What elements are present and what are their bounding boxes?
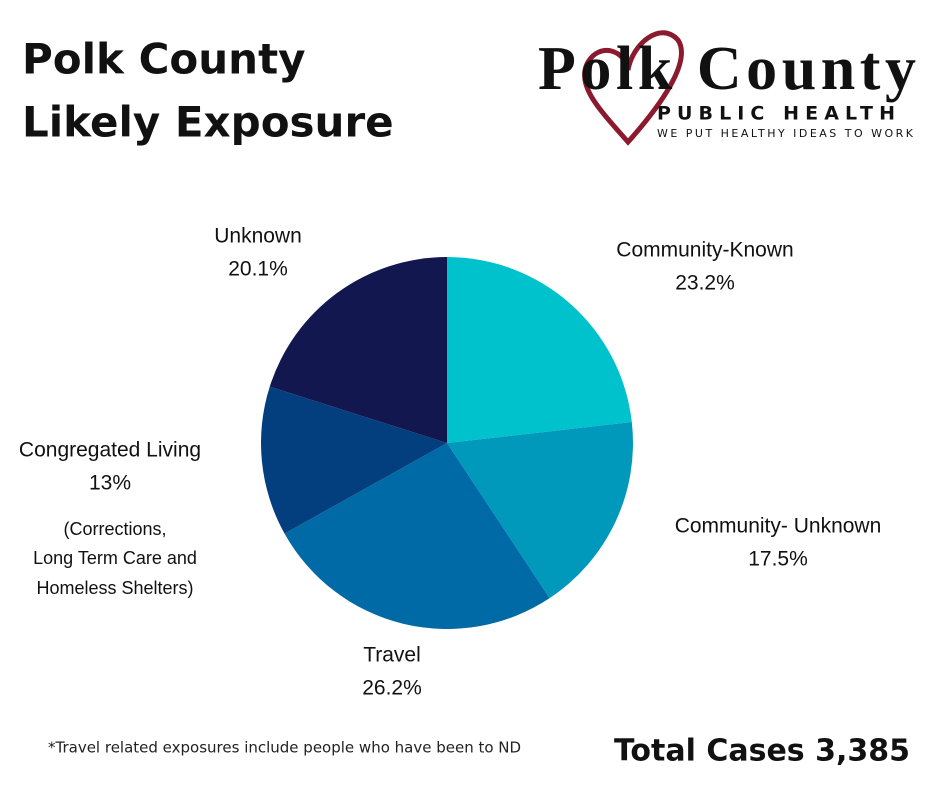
pie-slice xyxy=(284,443,550,630)
slice-value-label: 20.1% xyxy=(228,258,288,281)
pie-slice xyxy=(447,257,632,443)
footnote: *Travel related exposures include people… xyxy=(48,739,521,757)
pie-slice xyxy=(269,257,447,443)
slice-value-label: 26.2% xyxy=(362,677,422,700)
logo-name: Polk County xyxy=(538,35,916,103)
slice-label: Congregated Living xyxy=(19,439,201,462)
chart-title: Polk County xyxy=(22,35,306,84)
slice-value-label: 13% xyxy=(89,472,131,495)
pie-slice xyxy=(261,386,447,534)
logo-heart xyxy=(581,30,684,146)
slice-value-label: 23.2% xyxy=(675,272,735,295)
chart-title: Likely Exposure xyxy=(22,98,394,147)
logo-tagline: WE PUT HEALTHY IDEAS TO WORK xyxy=(657,127,915,140)
logo-subtitle: PUBLIC HEALTH xyxy=(657,103,897,125)
slice-label: Community- Unknown xyxy=(675,515,882,538)
logo: Polk County PUBLIC HEALTH WE PUT HEALTHY… xyxy=(538,30,916,146)
slice-label: Travel xyxy=(363,644,421,667)
total-cases: Total Cases 3,385 xyxy=(614,734,910,769)
slice-label: Community-Known xyxy=(616,239,793,262)
slice-value-label: 17.5% xyxy=(748,548,808,571)
pie-slice xyxy=(447,422,633,599)
annotation: Homeless Shelters) xyxy=(36,578,193,598)
slice-label: Unknown xyxy=(214,225,302,248)
annotation: Long Term Care and xyxy=(33,548,197,568)
annotation: (Corrections, xyxy=(63,519,166,539)
